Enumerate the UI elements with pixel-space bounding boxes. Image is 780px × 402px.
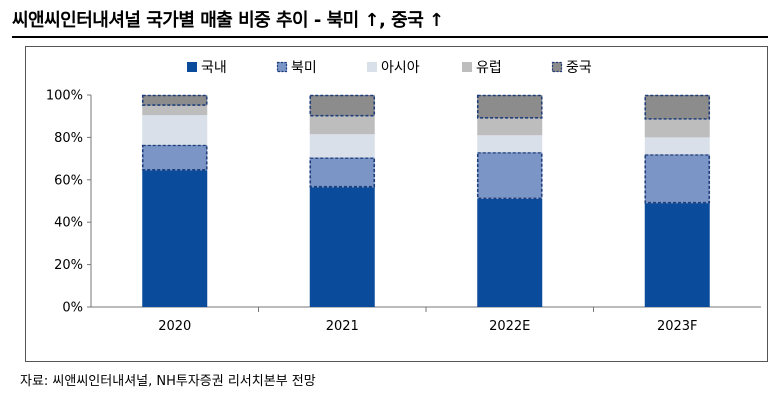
legend-label-1: 북미: [291, 60, 317, 76]
x-tick-label: 2020: [158, 319, 191, 334]
x-tick-label: 2023F: [657, 319, 698, 334]
y-tick-label: 80%: [54, 131, 83, 146]
bar-segment-4-0: [142, 95, 208, 106]
x-tick-label: 2021: [326, 319, 359, 334]
bar-segment-3-3: [644, 119, 710, 138]
bar-segment-2-2: [477, 135, 543, 153]
legend-swatch-2: [367, 62, 377, 72]
bar-segment-3-2: [477, 118, 543, 136]
highlight-outline-1-0: [141, 144, 208, 171]
y-tick-label: 60%: [54, 173, 83, 188]
highlight-outline-4-0: [141, 94, 208, 106]
legend-label-0: 국내: [201, 60, 227, 76]
highlight-outline-1-2: [476, 151, 543, 200]
legend-swatch-1: [277, 62, 287, 72]
highlight-outline-1-3: [644, 154, 711, 204]
bar-segment-4-2: [477, 95, 543, 119]
bar-segment-0-3: [644, 203, 710, 307]
bar-segment-4-1: [309, 95, 375, 117]
source-note: 자료: 씨앤씨인터내셔널, NH투자증권 리서치본부 전망: [20, 374, 316, 389]
x-tick-label: 2022E: [489, 319, 530, 334]
bar-segment-3-1: [309, 116, 375, 135]
bar-segment-0-2: [477, 198, 543, 307]
bar-segment-2-1: [309, 134, 375, 158]
highlight-outline-4-2: [476, 94, 543, 119]
bar-segment-2-3: [644, 137, 710, 155]
bar-segment-1-2: [477, 152, 543, 199]
chart-title: 씨앤씨인터내셔널 국가별 매출 비중 추이 - 북미 ↑, 중국 ↑: [12, 10, 444, 31]
highlight-outline-4-3: [644, 94, 711, 120]
bar-segment-1-3: [644, 154, 710, 204]
bar-segment-1-0: [142, 144, 208, 171]
legend-label-4: 중국: [566, 60, 592, 76]
legend-label-3: 유럽: [476, 60, 502, 76]
legend-swatch-4: [552, 62, 562, 72]
bar-segment-0-1: [309, 187, 375, 307]
legend-swatch-3: [462, 62, 472, 72]
highlight-outline-1-1: [309, 157, 376, 188]
legend-swatch-outline-4: [551, 61, 563, 73]
title-underline: [12, 36, 768, 38]
y-tick-label: 20%: [54, 258, 83, 273]
legend-swatch-0: [187, 62, 197, 72]
y-tick-label: 100%: [46, 89, 83, 104]
stacked-bar-chart: 0% 20% 40% 60% 80% 100% 2020 2021 2022E 2023F 국내 북미…: [46, 60, 761, 334]
y-tick-label: 0%: [62, 301, 83, 316]
legend-label-2: 아시아: [381, 60, 420, 76]
bar-segment-2-0: [142, 115, 208, 145]
legend-swatch-outline-1: [276, 61, 288, 73]
bar-segment-3-0: [142, 105, 208, 116]
bar-segment-0-0: [142, 170, 208, 307]
highlight-outline-4-1: [309, 94, 376, 117]
y-tick-label: 40%: [54, 216, 83, 231]
bar-segment-1-1: [309, 157, 375, 188]
chart-frame: [25, 46, 768, 362]
bar-segment-4-3: [644, 95, 710, 120]
